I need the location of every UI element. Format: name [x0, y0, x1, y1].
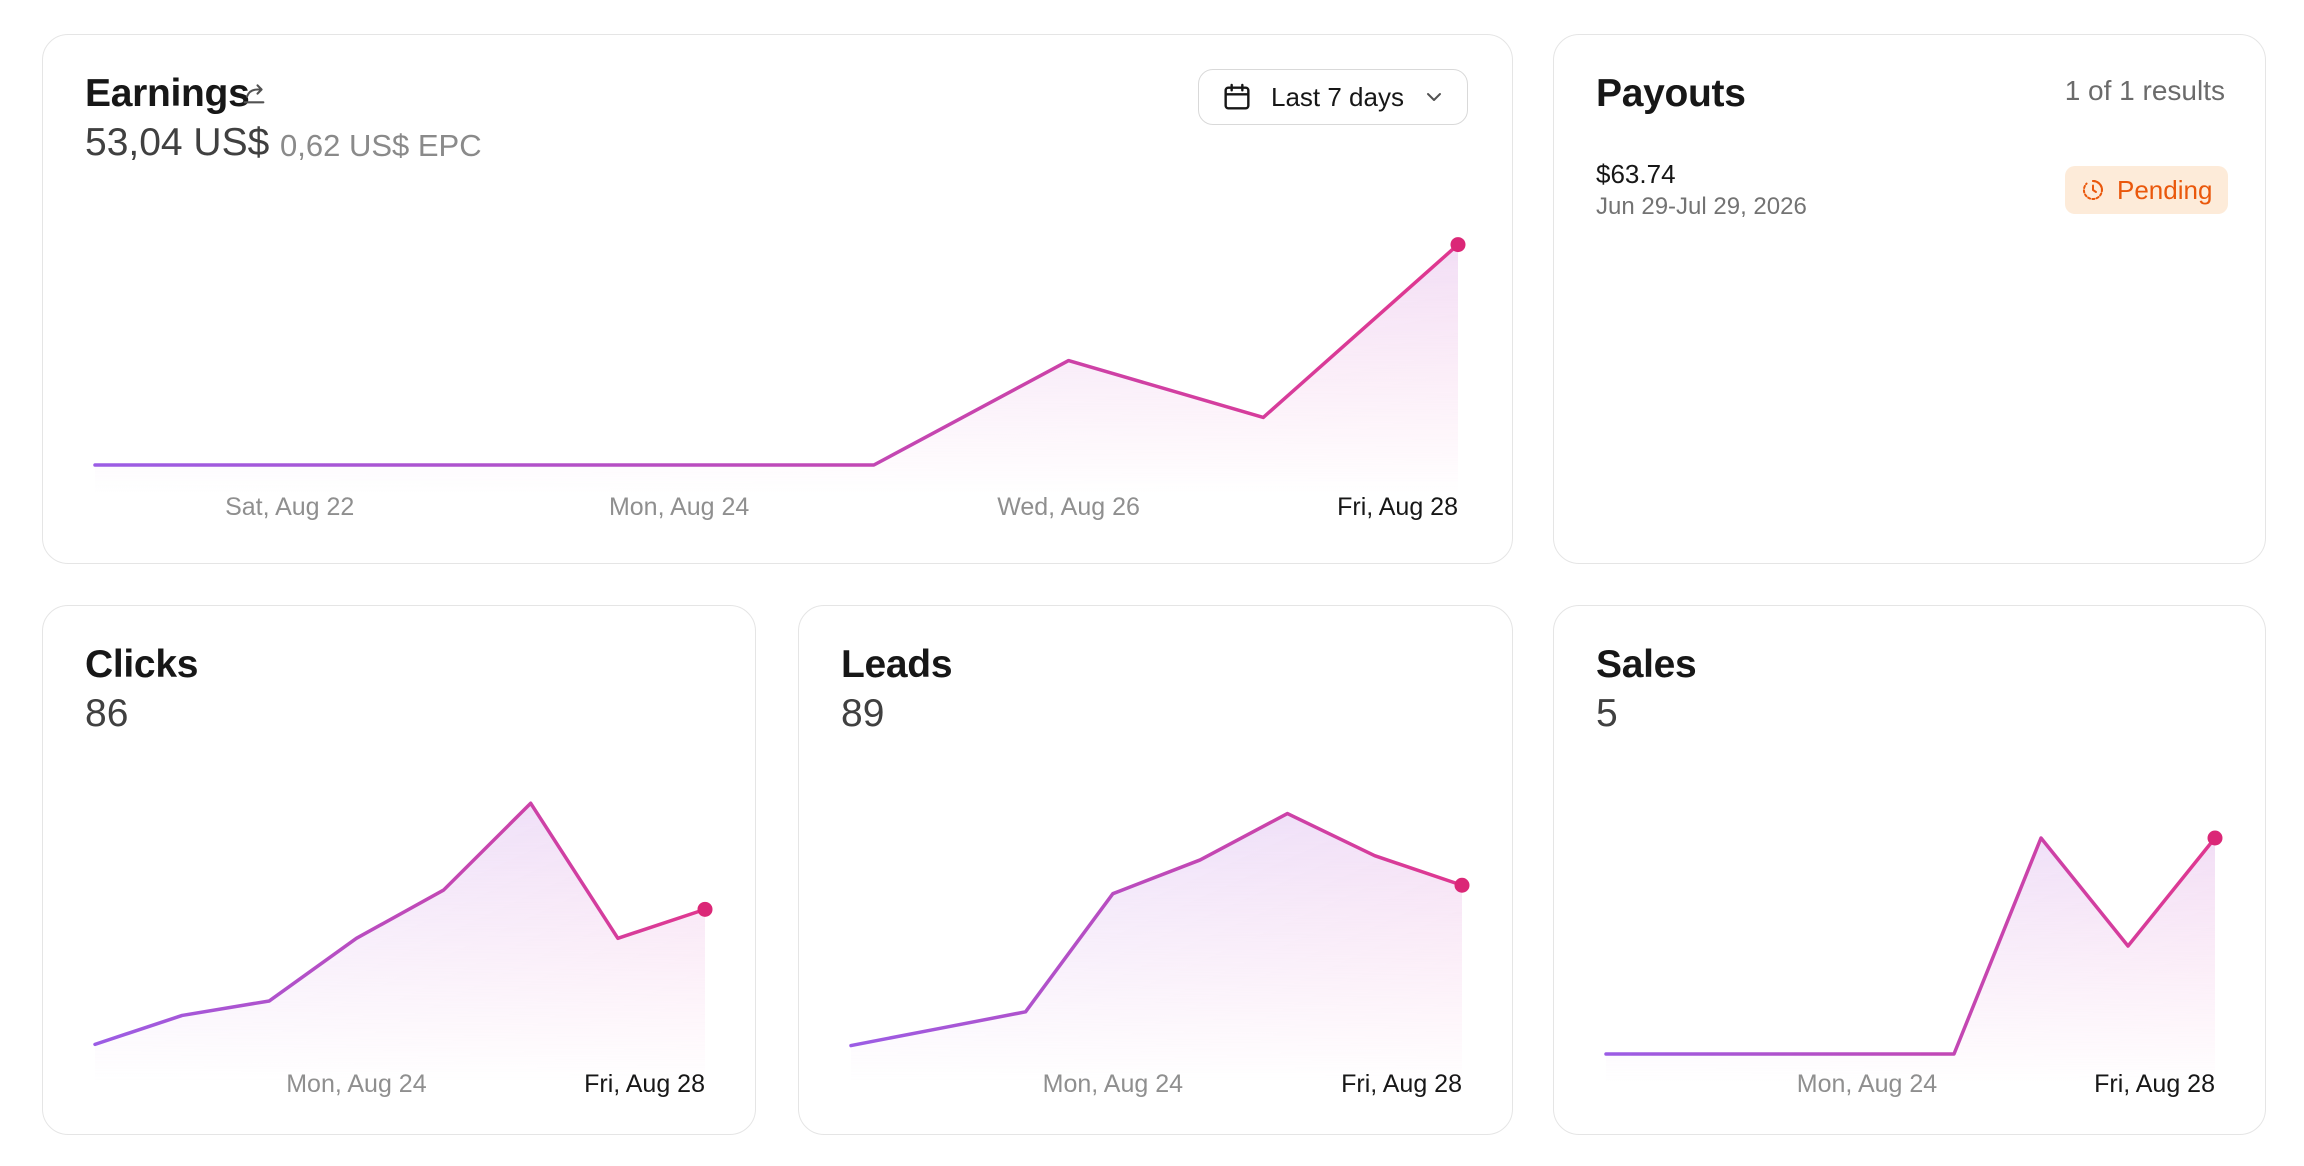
earnings-title: Earnings	[85, 72, 250, 115]
leads-card: Leads 89 Mon, Aug 24 Fri, Aug 28	[798, 605, 1513, 1135]
clicks-last-point[interactable]	[697, 901, 713, 917]
payouts-results-count: 1 of 1 results	[2064, 75, 2225, 106]
sales-tick-label: Fri, Aug 28	[2094, 1070, 2215, 1098]
payouts-title: Payouts	[1596, 72, 1746, 115]
earnings-line	[93, 242, 1460, 467]
status-badge-label: Pending	[2117, 174, 2213, 205]
earnings-tick-label: Sat, Aug 22	[225, 493, 354, 521]
earnings-chart: Sat, Aug 22 Mon, Aug 24 Wed, Aug 26 Fri, Au…	[93, 237, 1466, 521]
payouts-card: Payouts 1 of 1 results $63.74 Jun 29-Jul…	[1553, 34, 2266, 564]
payout-period: Jun 29-Jul 29, 2026	[1596, 193, 1807, 220]
clicks-tick-label: Fri, Aug 28	[584, 1070, 705, 1098]
sales-line	[1604, 836, 2217, 1056]
earnings-epc: 0,62 US$ EPC	[280, 128, 482, 163]
clicks-title: Clicks	[85, 643, 199, 686]
earnings-area	[95, 244, 1458, 495]
earnings-tick-label: Wed, Aug 26	[997, 493, 1140, 521]
sales-title: Sales	[1596, 643, 1697, 686]
sales-area	[1606, 838, 2215, 1084]
earnings-tick-label: Fri, Aug 28	[1337, 493, 1458, 521]
clicks-line	[93, 801, 707, 1047]
calendar-icon	[1224, 83, 1250, 110]
clicks-value: 86	[85, 692, 129, 735]
sales-last-point[interactable]	[2207, 830, 2223, 846]
leads-title: Leads	[841, 643, 953, 686]
leads-line	[849, 811, 1464, 1048]
clicks-card: Clicks 86 Mon, Aug 24 Fri, Aug 28	[42, 605, 756, 1135]
leads-tick-label: Fri, Aug 28	[1341, 1070, 1462, 1098]
sales-value: 5	[1596, 692, 1618, 735]
share-arrow-icon[interactable]	[240, 79, 268, 107]
sales-chart: Mon, Aug 24 Fri, Aug 28	[1604, 830, 2223, 1098]
status-badge: Pending	[2065, 166, 2228, 214]
earnings-amount: 53,04 US$	[85, 121, 270, 164]
sales-card: Sales 5 Mon, Aug 24 Fri, Aug 28	[1553, 605, 2266, 1135]
leads-tick-label: Mon, Aug 24	[1043, 1070, 1183, 1098]
leads-chart: Mon, Aug 24 Fri, Aug 28	[849, 811, 1470, 1098]
date-range-label: Last 7 days	[1271, 81, 1404, 112]
clock-icon	[2082, 180, 2103, 200]
earnings-card: Earnings 53,04 US$ 0,62 US$ EPC Last 7 d…	[42, 34, 1513, 564]
earnings-tick-label: Mon, Aug 24	[609, 493, 749, 521]
clicks-tick-label: Mon, Aug 24	[286, 1070, 426, 1098]
clicks-area	[95, 803, 705, 1084]
sales-tick-label: Mon, Aug 24	[1797, 1070, 1937, 1098]
leads-last-point[interactable]	[1454, 877, 1470, 893]
chevron-down-icon	[1426, 93, 1441, 101]
earnings-last-point[interactable]	[1450, 237, 1466, 253]
date-range-dropdown[interactable]: Last 7 days	[1198, 69, 1468, 125]
payout-amount: $63.74	[1596, 159, 1676, 189]
clicks-chart: Mon, Aug 24 Fri, Aug 28	[93, 801, 713, 1098]
leads-value: 89	[841, 692, 885, 735]
